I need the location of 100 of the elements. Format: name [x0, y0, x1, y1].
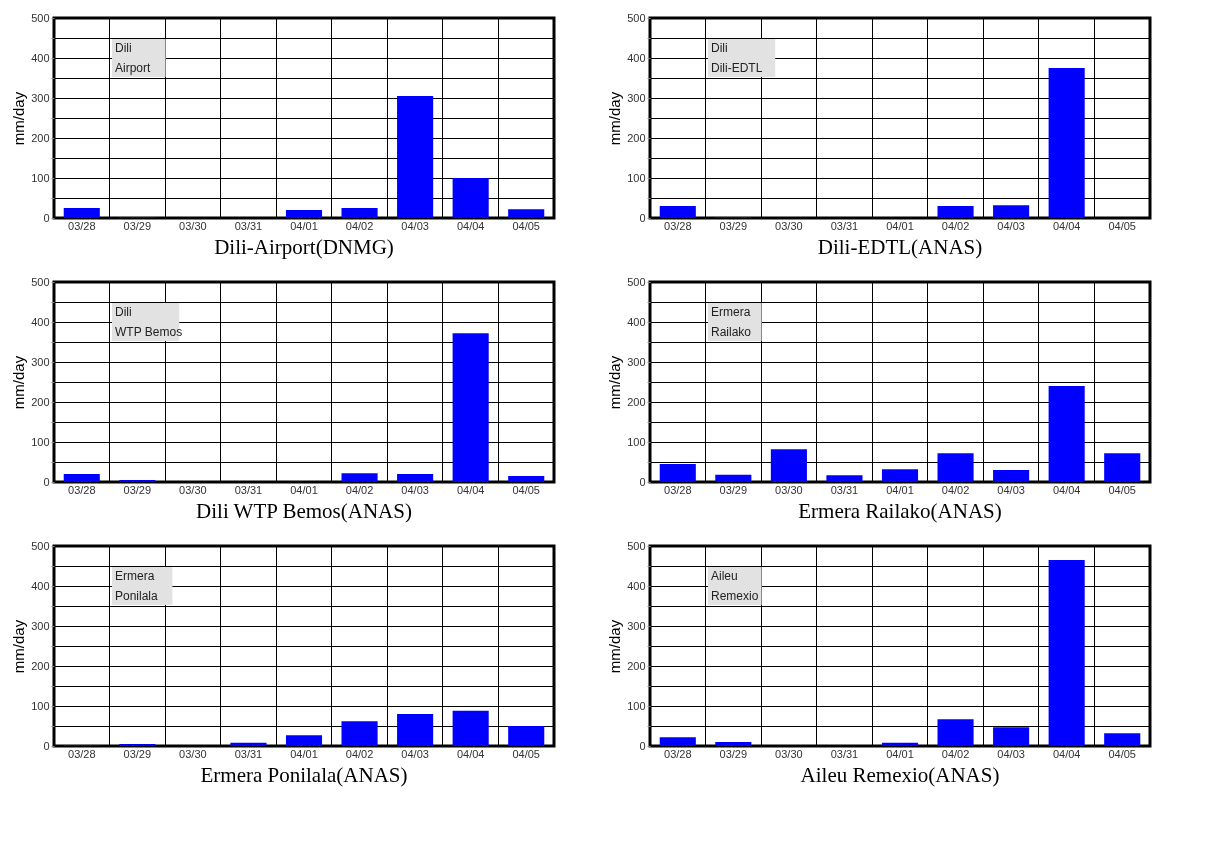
- annotation: Ermera Ponilala: [115, 569, 159, 603]
- x-tick-label: 03/28: [68, 483, 96, 496]
- y-tick-label: 300: [31, 91, 50, 104]
- y-tick-label: 500: [31, 275, 50, 288]
- y-tick-label: 200: [31, 659, 50, 672]
- x-tick-label: 03/31: [234, 747, 263, 760]
- bar: [993, 205, 1030, 218]
- bar: [993, 470, 1030, 482]
- bar: [659, 737, 696, 746]
- x-tick-label: 03/30: [179, 483, 207, 496]
- y-tick-label: 500: [627, 275, 646, 288]
- bar: [770, 449, 807, 482]
- y-tick-label: 0: [43, 739, 50, 752]
- y-tick-label: 200: [627, 395, 646, 408]
- x-tick-label: 04/03: [401, 483, 429, 496]
- y-tick-label: 400: [627, 315, 646, 328]
- x-tick-label: 04/04: [456, 747, 485, 760]
- text: Dili-EDTL(ANAS): [817, 235, 983, 259]
- y-tick-label: 100: [31, 699, 50, 712]
- bar: [881, 469, 919, 482]
- x-tick-label: 04/03: [997, 219, 1025, 232]
- x-tick-label: 04/03: [997, 747, 1025, 760]
- x-tick-label: 04/02: [345, 483, 374, 496]
- bar: [63, 474, 100, 482]
- bar: [341, 473, 378, 482]
- x-tick-label: 04/02: [941, 219, 970, 232]
- y-tick-label: 100: [627, 171, 646, 184]
- x-tick-label: 03/30: [775, 219, 803, 232]
- bar: [397, 714, 434, 746]
- y-tick-label: 0: [43, 211, 50, 224]
- bar: [452, 178, 489, 218]
- x-tick-label: 04/05: [1108, 219, 1136, 232]
- x-tick-label: 04/02: [345, 219, 374, 232]
- x-tick-label: 03/30: [179, 747, 207, 760]
- annotation: Dili WTP Bemos: [115, 305, 183, 339]
- bar: [230, 742, 267, 746]
- bar: [285, 210, 323, 218]
- y-tick-label: 0: [639, 211, 646, 224]
- x-tick-label: 03/28: [664, 219, 692, 232]
- x-tick-label: 04/04: [456, 483, 485, 496]
- y-tick-label: 200: [627, 131, 646, 144]
- bar: [341, 721, 378, 746]
- bar: [659, 206, 696, 218]
- y-tick-label: 400: [627, 579, 646, 592]
- bar: [397, 474, 434, 482]
- x-tick-label: 03/31: [830, 747, 859, 760]
- x-tick-label: 04/05: [512, 483, 540, 496]
- y-tick-label: 500: [31, 11, 50, 24]
- x-tick-label: 04/01: [886, 219, 914, 232]
- text: Dili-Airport(DNMG): [214, 235, 394, 259]
- x-tick-label: 04/03: [401, 747, 429, 760]
- x-tick-label: 03/31: [234, 219, 263, 232]
- x-tick-label: 03/30: [775, 483, 803, 496]
- y-tick-label: 0: [639, 475, 646, 488]
- bar: [881, 742, 919, 746]
- y-tick-label: 200: [627, 659, 646, 672]
- bar: [452, 710, 489, 746]
- x-tick-label: 04/04: [1052, 219, 1081, 232]
- x-tick-label: 04/05: [1108, 747, 1136, 760]
- y-tick-label: 300: [31, 355, 50, 368]
- text: Ermera Railako(ANAS): [798, 499, 1002, 523]
- x-tick-label: 04/02: [941, 747, 970, 760]
- y-tick-label: 100: [31, 171, 50, 184]
- bar: [63, 208, 100, 218]
- x-tick-label: 04/03: [997, 483, 1025, 496]
- x-tick-label: 04/01: [290, 747, 318, 760]
- x-tick-label: 03/29: [123, 747, 152, 760]
- y-tick-label: 100: [627, 699, 646, 712]
- bar: [659, 464, 696, 482]
- x-tick-label: 04/01: [886, 747, 914, 760]
- y-tick-label: 300: [627, 355, 646, 368]
- y-tick-label: 500: [627, 11, 646, 24]
- bar: [508, 209, 545, 218]
- x-tick-label: 04/01: [886, 483, 914, 496]
- bar: [397, 96, 434, 218]
- x-tick-label: 03/28: [664, 747, 692, 760]
- y-tick-label: 300: [627, 91, 646, 104]
- x-tick-label: 03/29: [123, 483, 152, 496]
- y-axis-title: mm/day: [10, 91, 28, 146]
- x-tick-label: 04/05: [512, 747, 540, 760]
- x-tick-label: 03/28: [68, 219, 96, 232]
- x-tick-label: 04/03: [401, 219, 429, 232]
- annotation: Dili Airport: [115, 41, 152, 75]
- x-tick-label: 04/04: [456, 219, 485, 232]
- bar: [715, 742, 752, 746]
- y-axis-title: mm/day: [606, 619, 624, 674]
- bar: [993, 727, 1030, 746]
- annotation: Dili Dili-EDTL: [711, 41, 763, 75]
- annotation: Aileu Remexio: [711, 569, 759, 603]
- bar: [1104, 733, 1141, 746]
- y-tick-label: 300: [627, 619, 646, 632]
- bar: [937, 719, 974, 746]
- y-tick-label: 300: [31, 619, 50, 632]
- y-tick-label: 400: [31, 579, 50, 592]
- bar: [508, 476, 545, 482]
- x-tick-label: 03/29: [719, 747, 748, 760]
- y-axis-title: mm/day: [606, 355, 624, 410]
- x-tick-label: 04/05: [1108, 483, 1136, 496]
- y-tick-label: 500: [627, 539, 646, 552]
- bar: [285, 735, 323, 746]
